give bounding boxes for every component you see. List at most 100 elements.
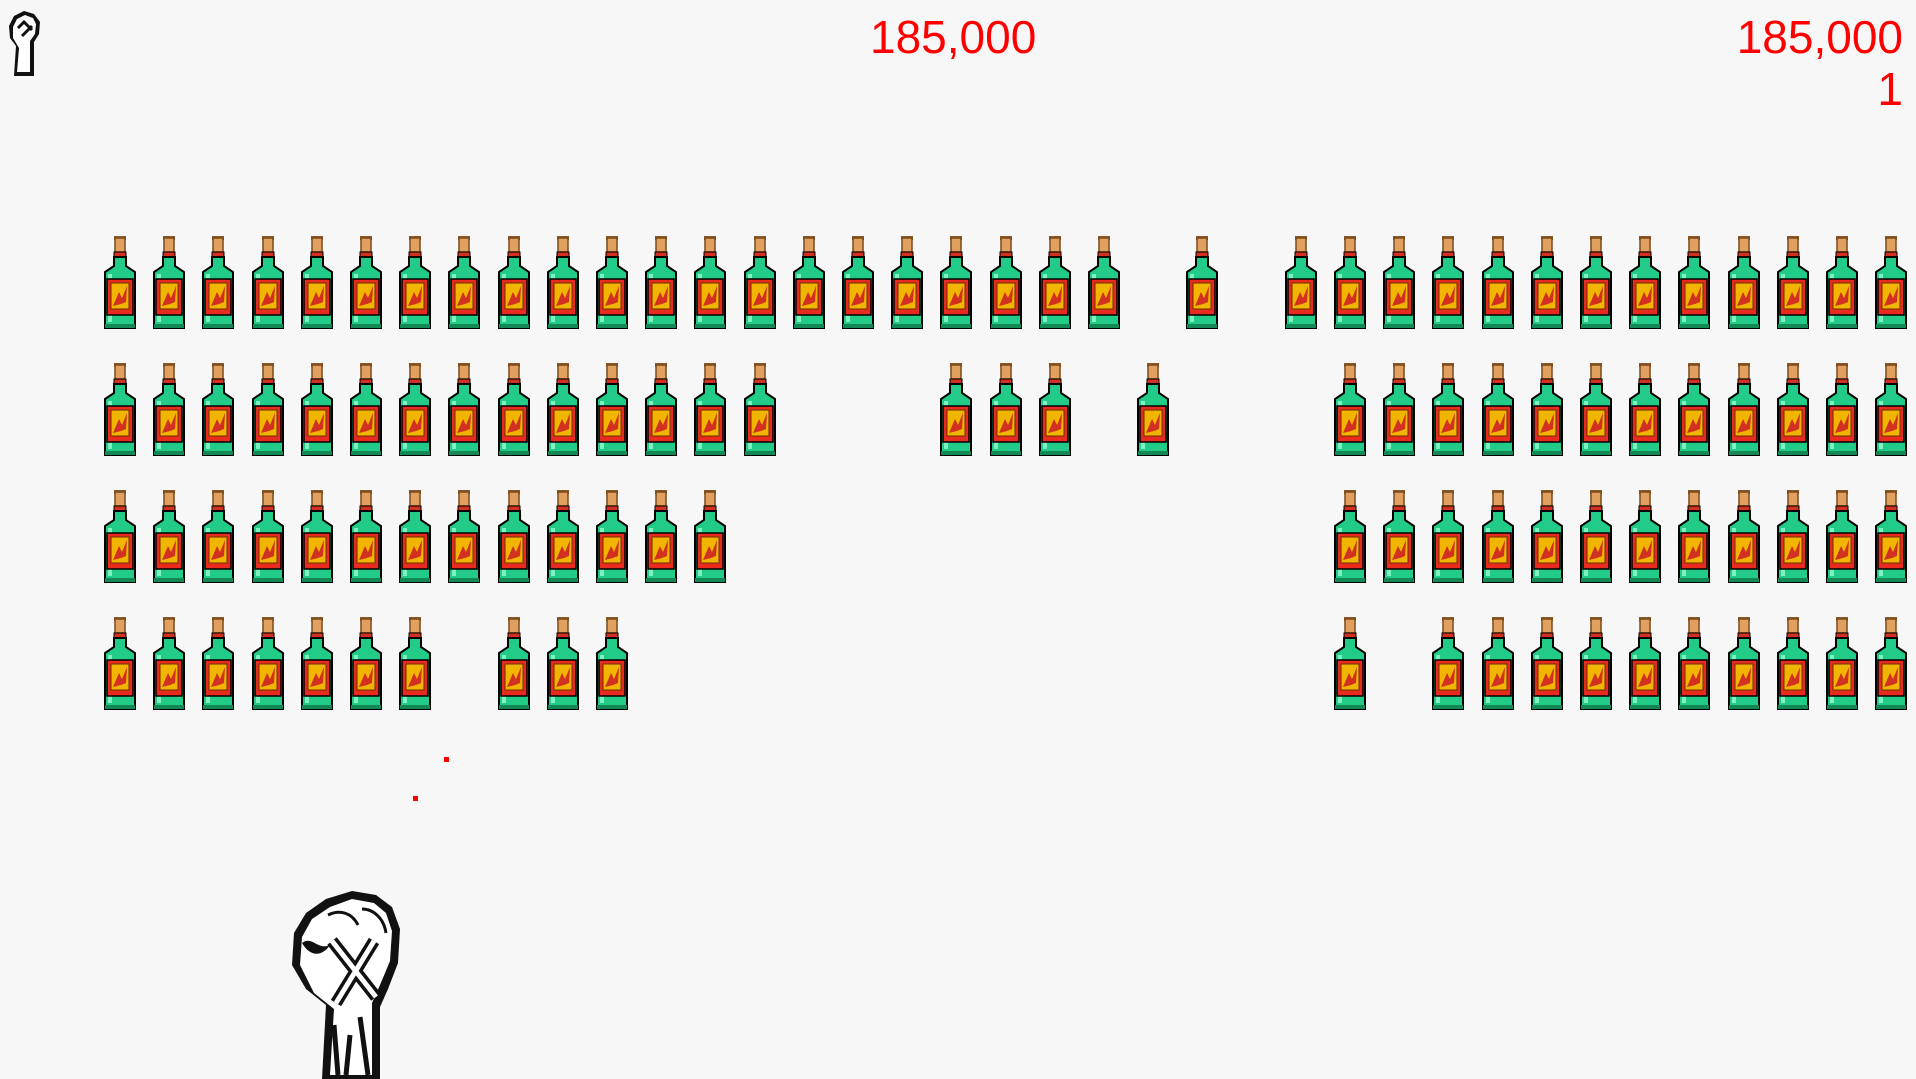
bottle-invader-icon — [1821, 617, 1863, 713]
bottle-invader-icon — [1723, 617, 1765, 713]
bottle-invader-icon — [985, 236, 1027, 332]
bottle-invader-icon — [1378, 363, 1420, 459]
bottle-invader-icon — [1673, 617, 1715, 713]
bottle-invader-icon — [99, 236, 141, 332]
bottle-invader-icon — [886, 236, 928, 332]
bottle-invader-icon — [1526, 236, 1568, 332]
bottle-invader-icon — [148, 236, 190, 332]
bottle-invader-icon — [1575, 490, 1617, 586]
bottle-invader-icon — [1575, 617, 1617, 713]
bottle-invader-icon — [1673, 363, 1715, 459]
bottle-invader-icon — [591, 363, 633, 459]
bottle-invader-icon — [1427, 617, 1469, 713]
bottle-invader-icon — [1132, 363, 1174, 459]
bottle-invader-icon — [148, 363, 190, 459]
player-fist-icon[interactable] — [288, 885, 404, 1079]
bottle-invader-icon — [443, 363, 485, 459]
bottle-invader-icon — [1477, 236, 1519, 332]
bottle-invader-icon — [148, 490, 190, 586]
bottle-invader-icon — [1329, 490, 1371, 586]
bottle-invader-icon — [837, 236, 879, 332]
bottle-invader-icon — [493, 490, 535, 586]
fist-life-icon — [9, 11, 40, 76]
bottle-invader-icon — [1821, 490, 1863, 586]
bottle-invader-icon — [1329, 617, 1371, 713]
lives-indicator — [6, 8, 44, 76]
bottle-invader-icon — [1821, 236, 1863, 332]
bottle-invader-icon — [247, 236, 289, 332]
bottle-invader-icon — [443, 490, 485, 586]
bullet — [444, 757, 449, 762]
hiscore-display: 185,000 — [1736, 11, 1903, 63]
bottle-invader-icon — [689, 363, 731, 459]
bottle-invader-icon — [1427, 490, 1469, 586]
bottle-invader-icon — [296, 490, 338, 586]
bottle-invader-icon — [1083, 236, 1125, 332]
bottle-invader-icon — [1526, 363, 1568, 459]
bottle-invader-icon — [345, 363, 387, 459]
bottle-invader-icon — [197, 617, 239, 713]
bottle-invader-icon — [296, 617, 338, 713]
bottle-invader-icon — [493, 236, 535, 332]
bottle-invader-icon — [1034, 363, 1076, 459]
bottle-invader-icon — [640, 236, 682, 332]
bottle-invader-icon — [1624, 236, 1666, 332]
bottle-invader-icon — [985, 363, 1027, 459]
bottle-invader-icon — [1870, 490, 1912, 586]
bottle-invader-icon — [591, 490, 633, 586]
bottle-invader-icon — [542, 236, 584, 332]
bottle-invader-icon — [935, 236, 977, 332]
bottle-invader-icon — [542, 490, 584, 586]
bottle-invader-icon — [1477, 617, 1519, 713]
bottle-invader-icon — [1723, 236, 1765, 332]
bottle-invader-icon — [1329, 363, 1371, 459]
bottle-invader-icon — [1181, 236, 1223, 332]
bottle-invader-icon — [1870, 236, 1912, 332]
bottle-invader-icon — [296, 236, 338, 332]
bottle-invader-icon — [1427, 363, 1469, 459]
bullet — [413, 796, 418, 801]
bottle-invader-icon — [394, 490, 436, 586]
bottle-invader-icon — [247, 363, 289, 459]
bottle-invader-icon — [1723, 490, 1765, 586]
score-display: 185,000 — [870, 11, 1037, 63]
bottle-invader-icon — [1575, 236, 1617, 332]
bottle-invader-icon — [1673, 490, 1715, 586]
bottle-invader-icon — [394, 236, 436, 332]
bottle-invader-icon — [1624, 490, 1666, 586]
bottle-invader-icon — [788, 236, 830, 332]
bottle-invader-icon — [443, 236, 485, 332]
bottle-invader-icon — [197, 363, 239, 459]
level-display: 1 — [1877, 63, 1903, 115]
bottle-invader-icon — [739, 236, 781, 332]
bottle-invader-icon — [640, 490, 682, 586]
bottle-invader-icon — [1280, 236, 1322, 332]
bottle-invader-icon — [591, 617, 633, 713]
bottle-invader-icon — [197, 236, 239, 332]
bottle-invader-icon — [640, 363, 682, 459]
bottle-invader-icon — [1772, 490, 1814, 586]
bottle-invader-icon — [493, 617, 535, 713]
bottle-invader-icon — [493, 363, 535, 459]
bottle-invader-icon — [148, 617, 190, 713]
bottle-invader-icon — [1526, 490, 1568, 586]
bottle-invader-icon — [591, 236, 633, 332]
bottle-invader-icon — [1772, 617, 1814, 713]
bottle-invader-icon — [542, 363, 584, 459]
bottle-invader-icon — [345, 236, 387, 332]
bottle-invader-icon — [1329, 236, 1371, 332]
bottle-invader-icon — [345, 617, 387, 713]
bottle-invader-icon — [542, 617, 584, 713]
bottle-invader-icon — [345, 490, 387, 586]
bottle-invader-icon — [1772, 236, 1814, 332]
bottle-invader-icon — [1624, 617, 1666, 713]
bottle-invader-icon — [689, 236, 731, 332]
bottle-invader-icon — [1526, 617, 1568, 713]
bottle-invader-icon — [1870, 363, 1912, 459]
bottle-invader-icon — [1034, 236, 1076, 332]
bottle-invader-icon — [689, 490, 731, 586]
bottle-invader-icon — [1673, 236, 1715, 332]
bottle-invader-icon — [1477, 363, 1519, 459]
bottle-invader-icon — [99, 617, 141, 713]
bottle-invader-icon — [1575, 363, 1617, 459]
